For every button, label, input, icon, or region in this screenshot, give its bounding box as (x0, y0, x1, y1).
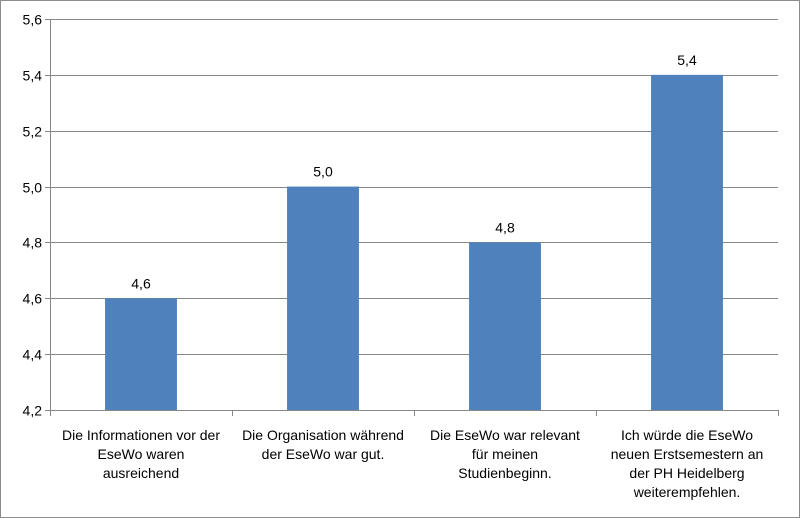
category-labels: Die Informationen vor der EseWo waren ausr… (62, 427, 763, 500)
bar (469, 242, 541, 410)
bars (105, 74, 723, 410)
y-tick-label: 4,8 (23, 235, 43, 251)
x-category-label-line: Ich würde die EseWo (621, 427, 753, 443)
x-category-label-line: Die Organisation während (242, 427, 404, 443)
x-category-label-line: Studienbeginn. (458, 465, 551, 481)
x-category-label-line: neuen Erstsemestern an (611, 446, 764, 462)
y-tick-label: 4,2 (23, 403, 43, 419)
x-category-label: Die EseWo war relevant für meinen Studienb… (430, 427, 580, 481)
data-label: 4,8 (495, 219, 515, 235)
axes (45, 19, 779, 416)
x-category-label-line: EseWo waren (98, 446, 185, 462)
bar (651, 74, 723, 410)
x-category-label: Ich würde die EseWo neuen Erstsemestern a… (611, 427, 764, 500)
data-labels: 4,6 5,0 4,8 5,4 (131, 52, 697, 291)
y-tick-label: 4,6 (23, 291, 43, 307)
x-category-label-line: der PH Heidelberg (629, 465, 744, 481)
y-tick-label: 5,4 (23, 68, 43, 84)
y-tick-label: 5,6 (23, 12, 43, 28)
data-label: 5,4 (677, 52, 697, 68)
y-axis-tick-labels: 4,2 4,4 4,6 4,8 5,0 5,2 5,4 5,6 (23, 12, 43, 419)
bar (105, 298, 177, 410)
y-tick-label: 5,0 (23, 180, 43, 196)
y-tick-label: 4,4 (23, 347, 43, 363)
x-category-label-line: für meinen (472, 446, 538, 462)
bar (287, 186, 359, 410)
x-category-label-line: der EseWo war gut. (262, 446, 385, 462)
x-category-label: Die Organisation während der EseWo war gu… (242, 427, 404, 462)
data-label: 5,0 (313, 164, 333, 180)
x-category-label-line: weiterempfehlen. (633, 484, 741, 500)
x-category-label-line: Die Informationen vor der (62, 427, 220, 443)
x-category-label-line: Die EseWo war relevant (430, 427, 580, 443)
y-tick-label: 5,2 (23, 124, 43, 140)
data-label: 4,6 (131, 275, 151, 291)
x-category-label-line: ausreichend (103, 465, 179, 481)
x-category-label: Die Informationen vor der EseWo waren ausr… (62, 427, 220, 481)
